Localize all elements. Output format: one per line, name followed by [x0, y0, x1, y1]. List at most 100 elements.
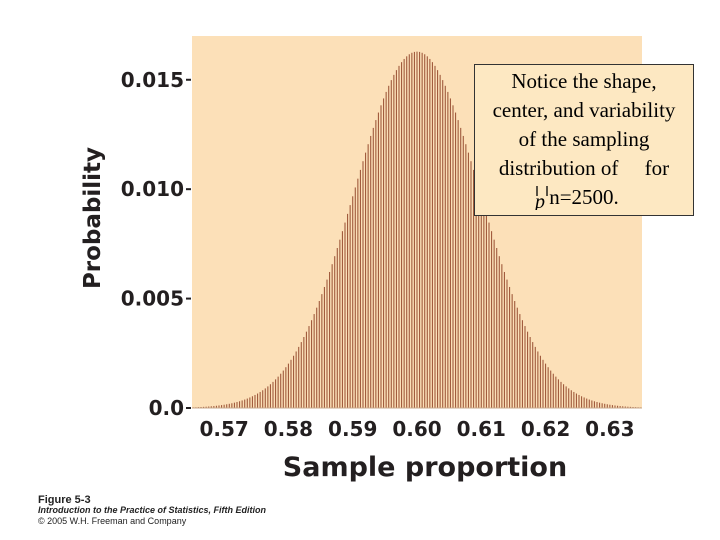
x-axis-title: Sample proportion	[283, 452, 567, 483]
bar	[347, 213, 349, 408]
bar	[591, 400, 593, 408]
bar	[408, 54, 410, 409]
bar	[550, 370, 552, 408]
bar	[583, 397, 585, 408]
bar	[501, 264, 503, 408]
annotation-line: distribution of for	[498, 156, 670, 180]
x-tick-label: 0.57	[199, 417, 248, 441]
bar	[457, 120, 459, 408]
bar	[272, 381, 274, 408]
bar	[521, 320, 523, 408]
bar	[429, 58, 431, 409]
x-tick-label: 0.59	[328, 417, 377, 441]
bar	[321, 294, 323, 408]
bar	[241, 400, 243, 408]
bar	[277, 376, 279, 408]
bar	[223, 404, 225, 408]
bar	[473, 169, 475, 408]
bar	[246, 398, 248, 408]
y-tick-label: 0.015	[121, 68, 184, 92]
bar	[588, 399, 590, 408]
bar	[563, 384, 565, 408]
bar	[611, 405, 613, 408]
bar	[323, 286, 325, 408]
bar	[393, 74, 395, 409]
bar	[421, 52, 423, 408]
bar	[573, 391, 575, 408]
bar	[413, 51, 415, 409]
bar	[334, 256, 336, 408]
bar	[627, 406, 629, 408]
bar	[493, 239, 495, 408]
bar	[593, 401, 595, 408]
y-tick-label: 0.005	[121, 287, 184, 311]
bar	[609, 404, 611, 408]
bar	[244, 399, 246, 408]
bar	[205, 406, 207, 408]
bar	[498, 256, 500, 408]
bar	[444, 85, 446, 408]
x-tick-label: 0.60	[392, 417, 441, 441]
y-ticks: 0.0 0.005 0.010 0.015	[121, 68, 191, 420]
bar	[233, 402, 235, 408]
x-ticks: 0.57 0.58 0.59 0.60 0.61 0.62 0.63	[199, 417, 634, 441]
bar	[514, 301, 516, 408]
bar	[326, 279, 328, 408]
bar	[467, 152, 469, 408]
bar	[560, 381, 562, 408]
bar	[339, 239, 341, 408]
bar	[604, 403, 606, 408]
bar	[483, 205, 485, 408]
bar	[331, 264, 333, 408]
bar	[372, 127, 374, 408]
bar	[226, 404, 228, 408]
bar	[496, 248, 498, 408]
bar	[470, 161, 472, 408]
bar	[411, 52, 413, 408]
bar	[485, 213, 487, 408]
bar	[452, 105, 454, 408]
bar	[262, 390, 264, 408]
bar	[431, 62, 433, 408]
bar	[401, 62, 403, 408]
annotation-line: Notice the shape,	[511, 69, 657, 93]
bar	[249, 397, 251, 408]
bar	[257, 393, 259, 408]
bar	[303, 337, 305, 408]
bar	[578, 394, 580, 408]
bar	[419, 51, 421, 409]
bar	[503, 271, 505, 408]
x-tick-label: 0.61	[457, 417, 506, 441]
bar	[586, 398, 588, 408]
p-hat-icon: p	[533, 186, 548, 210]
x-tick-label: 0.63	[585, 417, 634, 441]
bar	[213, 406, 215, 408]
bar	[295, 351, 297, 408]
bar	[267, 386, 269, 408]
bar	[532, 342, 534, 408]
bar	[552, 373, 554, 408]
bar	[395, 70, 397, 409]
bar	[617, 405, 619, 408]
bar	[298, 346, 300, 408]
y-axis-title: Probability	[80, 147, 106, 289]
bar	[254, 394, 256, 408]
bar	[231, 403, 233, 408]
bar	[465, 144, 467, 408]
annotation-box: Notice the shape, center, and variabilit…	[474, 64, 694, 216]
bar	[460, 127, 462, 408]
bar	[426, 56, 428, 408]
bar	[210, 406, 212, 408]
bar	[352, 196, 354, 408]
bar	[269, 384, 271, 408]
bar	[449, 98, 451, 409]
bar	[367, 144, 369, 408]
annotation-line: center, and variability	[492, 98, 676, 122]
book-title: Introduction to the Practice of Statisti…	[38, 505, 267, 515]
bar	[380, 105, 382, 408]
bar	[280, 373, 282, 408]
bar	[236, 401, 238, 408]
bar	[308, 326, 310, 408]
bar	[290, 359, 292, 408]
bar	[218, 405, 220, 408]
